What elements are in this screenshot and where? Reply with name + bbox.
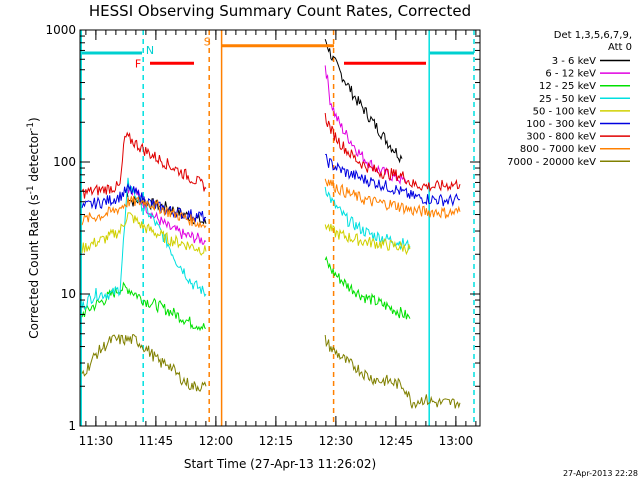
legend-label: 50 - 100 keV — [533, 106, 597, 117]
series-line — [324, 223, 411, 256]
series-line — [81, 212, 207, 256]
y-tick-label: 10 — [61, 287, 76, 301]
legend-header-line-2: Att 0 — [608, 42, 632, 53]
state-flag-label: N — [146, 44, 154, 57]
legend-header-line-1: Det 1,3,5,6,7,9, — [554, 30, 632, 41]
y-axis-label: Corrected Count Rate (s-1 detector-1) — [26, 117, 41, 338]
legend-label: 100 - 300 keV — [526, 119, 596, 130]
timestamp-footer: 27-Apr-2013 22:28 — [563, 469, 638, 478]
series-line — [324, 255, 411, 320]
x-tick-label: 12:00 — [199, 434, 234, 448]
legend-label: 300 - 800 keV — [526, 132, 596, 143]
series-line — [324, 334, 461, 409]
series-line — [81, 177, 207, 311]
x-tick-label: 13:00 — [439, 434, 474, 448]
legend-label: 800 - 7000 keV — [520, 144, 596, 155]
state-flag-label: F — [135, 57, 141, 70]
x-axis-label: Start Time (27-Apr-13 11:26:02) — [184, 457, 376, 471]
y-tick-label: 100 — [53, 155, 76, 169]
legend-label: 3 - 6 keV — [552, 56, 596, 67]
series-group — [81, 39, 461, 409]
series-line — [324, 186, 411, 251]
chart-title: HESSI Observing Summary Count Rates, Cor… — [89, 2, 471, 20]
series-line — [324, 178, 461, 219]
series-line — [324, 112, 461, 193]
series-line — [325, 153, 461, 207]
state-flags: FN S — [82, 36, 474, 70]
series-line — [125, 186, 207, 245]
x-tick-label: 11:30 — [79, 434, 114, 448]
legend-label: 12 - 25 keV — [539, 81, 596, 92]
state-flag-label: S — [204, 36, 211, 49]
series-line — [81, 334, 207, 393]
x-tick-label: 12:15 — [259, 434, 294, 448]
x-tick-label: 11:45 — [139, 434, 174, 448]
state-lines — [80, 30, 475, 426]
x-tick-label: 12:45 — [379, 434, 414, 448]
legend-label: 7000 - 20000 keV — [507, 157, 596, 168]
y-axis: 1 10 100 1000 — [45, 23, 480, 433]
series-line — [324, 39, 403, 164]
x-axis: 11:30 11:45 12:00 12:15 12:30 12:45 13:00 — [79, 30, 477, 448]
legend: Det 1,3,5,6,7,9, Att 0 3 - 6 keV 6 - 12 k… — [507, 30, 632, 168]
plot-frame — [79, 29, 481, 427]
series-line — [81, 131, 207, 199]
series-line — [81, 195, 207, 229]
y-tick-label: 1000 — [45, 23, 76, 37]
x-tick-label: 12:30 — [319, 434, 354, 448]
series-line — [81, 281, 207, 332]
legend-label: 6 - 12 keV — [545, 69, 596, 80]
y-tick-label: 1 — [68, 419, 76, 433]
series-line — [324, 65, 407, 186]
legend-label: 25 - 50 keV — [539, 94, 596, 105]
